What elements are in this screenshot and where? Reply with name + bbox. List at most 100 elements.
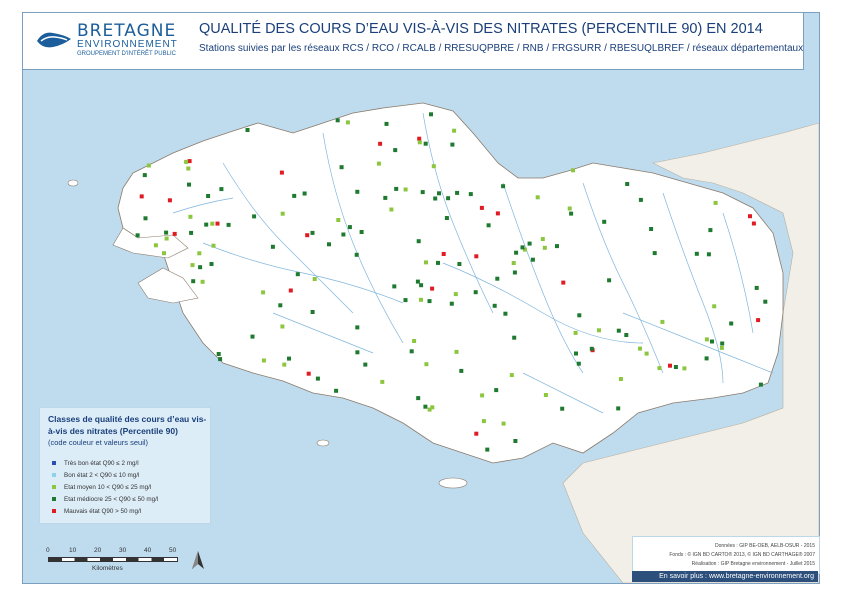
station-marker[interactable] bbox=[191, 279, 196, 284]
station-marker[interactable] bbox=[292, 193, 297, 198]
map-canvas[interactable] bbox=[23, 13, 819, 583]
station-marker[interactable] bbox=[542, 245, 547, 250]
station-marker[interactable] bbox=[495, 276, 500, 281]
station-marker[interactable] bbox=[433, 196, 438, 201]
station-marker[interactable] bbox=[486, 223, 491, 228]
station-marker[interactable] bbox=[468, 192, 473, 197]
station-marker[interactable] bbox=[704, 356, 709, 361]
station-marker[interactable] bbox=[310, 310, 315, 314]
station-marker[interactable] bbox=[288, 288, 293, 293]
station-marker[interactable] bbox=[758, 382, 763, 387]
station-marker[interactable] bbox=[327, 242, 331, 247]
station-marker[interactable] bbox=[437, 191, 441, 196]
station-marker[interactable] bbox=[393, 148, 398, 153]
station-marker[interactable] bbox=[708, 228, 713, 233]
station-marker[interactable] bbox=[335, 118, 340, 123]
station-marker[interactable] bbox=[573, 330, 578, 335]
station-marker[interactable] bbox=[494, 388, 499, 393]
station-marker[interactable] bbox=[624, 333, 629, 337]
station-marker[interactable] bbox=[660, 319, 665, 324]
station-marker[interactable] bbox=[383, 195, 388, 200]
station-marker[interactable] bbox=[694, 251, 699, 256]
station-marker[interactable] bbox=[302, 191, 307, 196]
station-marker[interactable] bbox=[441, 252, 446, 256]
station-marker[interactable] bbox=[423, 141, 428, 146]
station-marker[interactable] bbox=[287, 356, 291, 361]
station-marker[interactable] bbox=[522, 247, 527, 252]
station-marker[interactable] bbox=[135, 233, 140, 238]
station-marker[interactable] bbox=[429, 112, 433, 117]
station-marker[interactable] bbox=[457, 262, 462, 266]
station-marker[interactable] bbox=[394, 186, 399, 191]
station-marker[interactable] bbox=[188, 214, 193, 219]
station-marker[interactable] bbox=[392, 284, 397, 289]
station-marker[interactable] bbox=[450, 142, 455, 147]
station-marker[interactable] bbox=[668, 363, 672, 368]
station-marker[interactable] bbox=[412, 339, 417, 343]
station-marker[interactable] bbox=[376, 161, 381, 166]
station-marker[interactable] bbox=[355, 325, 360, 330]
station-marker[interactable] bbox=[754, 285, 759, 290]
station-marker[interactable] bbox=[424, 362, 429, 367]
station-marker[interactable] bbox=[569, 211, 574, 216]
station-marker[interactable] bbox=[419, 297, 423, 302]
station-marker[interactable] bbox=[403, 187, 408, 192]
station-marker[interactable] bbox=[495, 211, 500, 216]
station-marker[interactable] bbox=[282, 362, 287, 367]
station-marker[interactable] bbox=[210, 221, 215, 226]
station-marker[interactable] bbox=[354, 252, 359, 257]
station-marker[interactable] bbox=[278, 303, 283, 308]
station-marker[interactable] bbox=[139, 194, 144, 199]
station-marker[interactable] bbox=[652, 251, 657, 256]
station-marker[interactable] bbox=[589, 346, 594, 351]
station-marker[interactable] bbox=[306, 371, 311, 376]
station-marker[interactable] bbox=[245, 128, 250, 132]
station-marker[interactable] bbox=[164, 236, 169, 241]
station-marker[interactable] bbox=[706, 252, 711, 257]
station-marker[interactable] bbox=[252, 214, 257, 219]
station-marker[interactable] bbox=[187, 159, 192, 164]
station-marker[interactable] bbox=[417, 140, 422, 145]
station-marker[interactable] bbox=[310, 230, 315, 235]
station-marker[interactable] bbox=[359, 230, 364, 234]
station-marker[interactable] bbox=[218, 357, 223, 362]
station-marker[interactable] bbox=[535, 195, 540, 200]
station-marker[interactable] bbox=[657, 366, 662, 371]
station-marker[interactable] bbox=[616, 328, 621, 333]
station-marker[interactable] bbox=[279, 170, 284, 175]
station-marker[interactable] bbox=[172, 231, 177, 236]
station-marker[interactable] bbox=[184, 159, 189, 164]
station-marker[interactable] bbox=[644, 351, 649, 356]
station-marker[interactable] bbox=[444, 216, 449, 220]
station-marker[interactable] bbox=[616, 406, 621, 411]
station-marker[interactable] bbox=[186, 166, 191, 171]
footer-link[interactable]: En savoir plus : www.bretagne-environnem… bbox=[632, 571, 818, 582]
station-marker[interactable] bbox=[190, 263, 195, 268]
station-marker[interactable] bbox=[209, 262, 214, 266]
station-marker[interactable] bbox=[341, 232, 346, 237]
station-marker[interactable] bbox=[449, 301, 454, 306]
station-marker[interactable] bbox=[312, 277, 317, 281]
station-marker[interactable] bbox=[198, 265, 203, 270]
station-marker[interactable] bbox=[576, 361, 581, 366]
station-marker[interactable] bbox=[751, 221, 756, 226]
station-marker[interactable] bbox=[512, 335, 517, 340]
station-marker[interactable] bbox=[226, 222, 231, 227]
station-marker[interactable] bbox=[501, 421, 506, 426]
station-marker[interactable] bbox=[509, 373, 514, 378]
station-marker[interactable] bbox=[280, 211, 285, 216]
station-marker[interactable] bbox=[503, 311, 508, 316]
station-marker[interactable] bbox=[567, 206, 572, 211]
station-marker[interactable] bbox=[315, 376, 320, 381]
station-marker[interactable] bbox=[514, 250, 519, 255]
station-marker[interactable] bbox=[512, 270, 517, 275]
station-marker[interactable] bbox=[261, 358, 266, 363]
station-marker[interactable] bbox=[431, 164, 436, 169]
station-marker[interactable] bbox=[527, 241, 532, 246]
station-marker[interactable] bbox=[602, 219, 607, 224]
station-marker[interactable] bbox=[574, 351, 578, 356]
station-marker[interactable] bbox=[530, 257, 535, 262]
station-marker[interactable] bbox=[649, 227, 654, 231]
station-marker[interactable] bbox=[520, 245, 525, 250]
station-marker[interactable] bbox=[409, 349, 414, 354]
